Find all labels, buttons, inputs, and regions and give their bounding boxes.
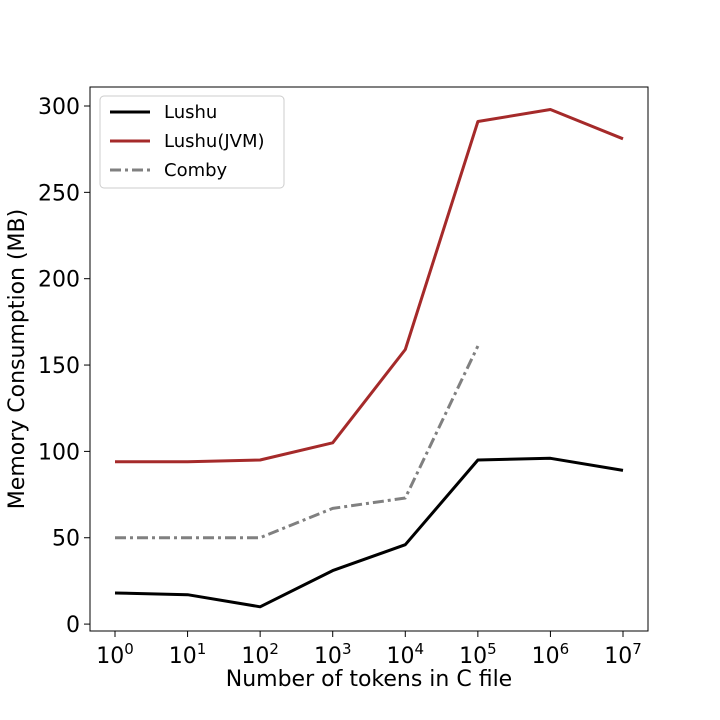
y-tick-label: 250 <box>38 181 80 206</box>
y-tick-label: 50 <box>52 527 80 552</box>
series-layer <box>114 108 624 609</box>
series-line-2 <box>115 108 624 464</box>
y-axis-label: Memory Consumption (MB) <box>5 209 30 509</box>
x-tick-label: 104 <box>387 640 425 669</box>
x-tick-label: 101 <box>169 640 207 669</box>
series-line-1 <box>114 456 624 609</box>
y-tick-label: 200 <box>38 268 80 293</box>
x-tick-label: 106 <box>532 640 570 669</box>
y-tick-label: 100 <box>38 440 80 465</box>
y-tick-label: 0 <box>66 613 80 638</box>
legend-frame <box>99 95 285 189</box>
y-tick-label: 150 <box>38 354 80 379</box>
x-axis: 100 101 102 103 104 105 106 107 <box>96 631 642 669</box>
x-tick-label: 103 <box>314 640 352 669</box>
x-tick-label: 102 <box>241 640 279 669</box>
legend: Lushu Lushu(JVM) Comby <box>99 95 285 189</box>
x-tick-label: 100 <box>96 640 134 669</box>
x-axis-label: Number of tokens in C file <box>226 667 512 692</box>
x-tick-label: 105 <box>459 640 497 669</box>
x-tick-label: 107 <box>604 640 642 669</box>
legend-label: Comby <box>164 160 228 181</box>
legend-label: Lushu <box>164 102 217 123</box>
series-line-3 <box>115 345 480 540</box>
y-axis: 0 50 100 150 200 250 300 <box>38 95 90 638</box>
legend-label: Lushu(JVM) <box>164 131 265 152</box>
y-tick-label: 300 <box>38 95 80 120</box>
